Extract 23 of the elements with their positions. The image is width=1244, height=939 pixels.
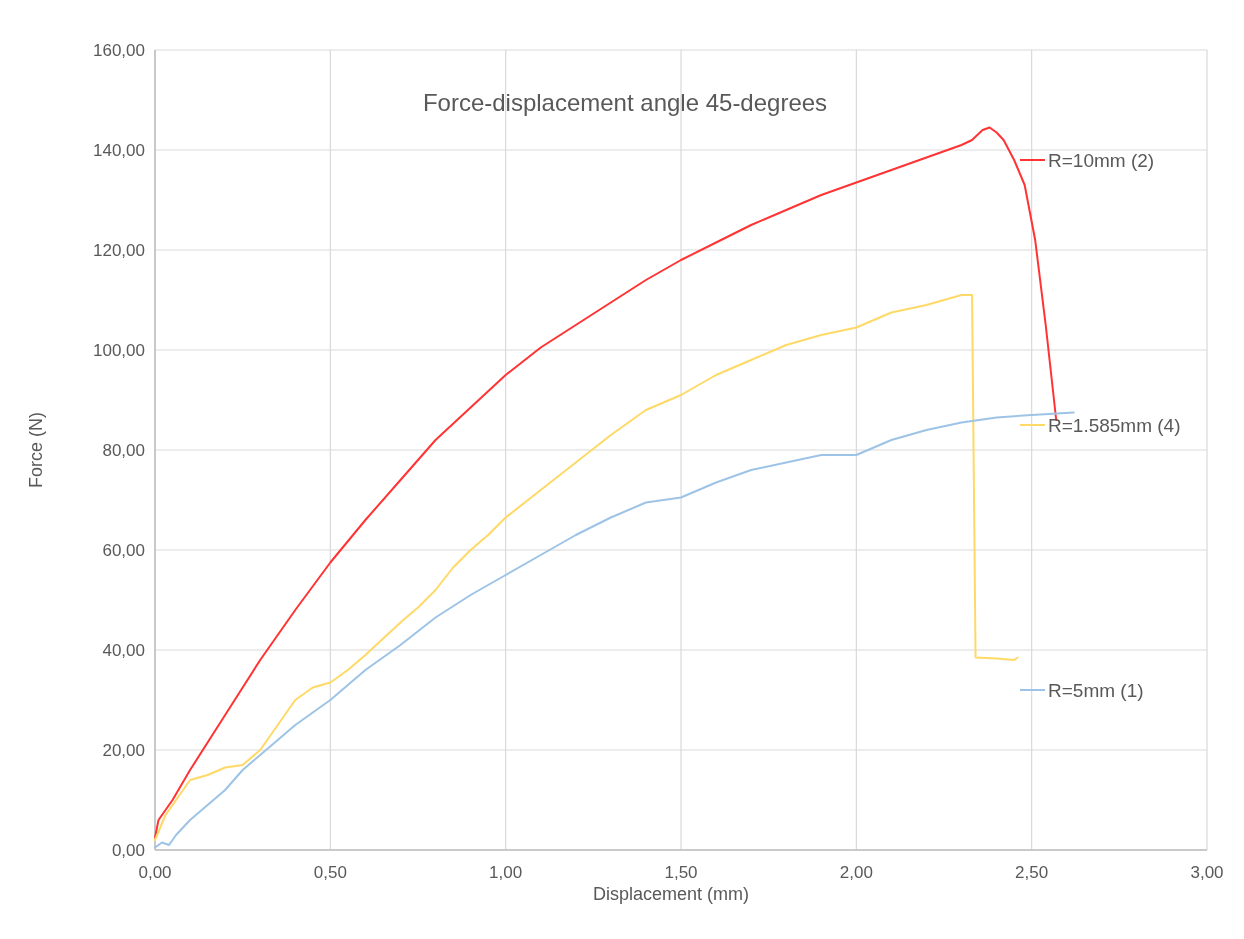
y-tick-label: 120,00 xyxy=(93,240,145,260)
line-series xyxy=(154,294,1019,841)
x-tick-label: 1,50 xyxy=(664,863,698,882)
y-tick-label: 160,00 xyxy=(93,40,145,60)
legend-label: R=1.585mm (4) xyxy=(1048,414,1181,436)
y-tick-label: 140,00 xyxy=(93,140,145,160)
x-axis-title: Displacement (mm) xyxy=(592,884,750,904)
y-axis-title: Force (N) xyxy=(26,412,46,488)
y-tick-label: 40,00 xyxy=(102,640,145,660)
x-tick-label: 2,00 xyxy=(839,863,873,882)
x-tick-label: 0,50 xyxy=(313,863,347,882)
y-tick-label: 80,00 xyxy=(102,440,145,460)
legend-label: R=10mm (2) xyxy=(1048,149,1155,171)
y-tick-label: 0,00 xyxy=(111,840,145,860)
text: Force-displacement angle 45-degrees xyxy=(422,89,828,117)
x-tick-label: 1,00 xyxy=(489,863,523,882)
legend-label: R=5mm (1) xyxy=(1048,679,1144,701)
y-tick-label: 20,00 xyxy=(102,740,145,760)
x-tick-label: 3,00 xyxy=(1190,863,1224,882)
x-tick-label: 0,00 xyxy=(138,863,172,882)
y-tick-label: 100,00 xyxy=(93,340,145,360)
x-tick-label: 2,50 xyxy=(1015,863,1049,882)
y-tick-label: 60,00 xyxy=(102,540,145,560)
